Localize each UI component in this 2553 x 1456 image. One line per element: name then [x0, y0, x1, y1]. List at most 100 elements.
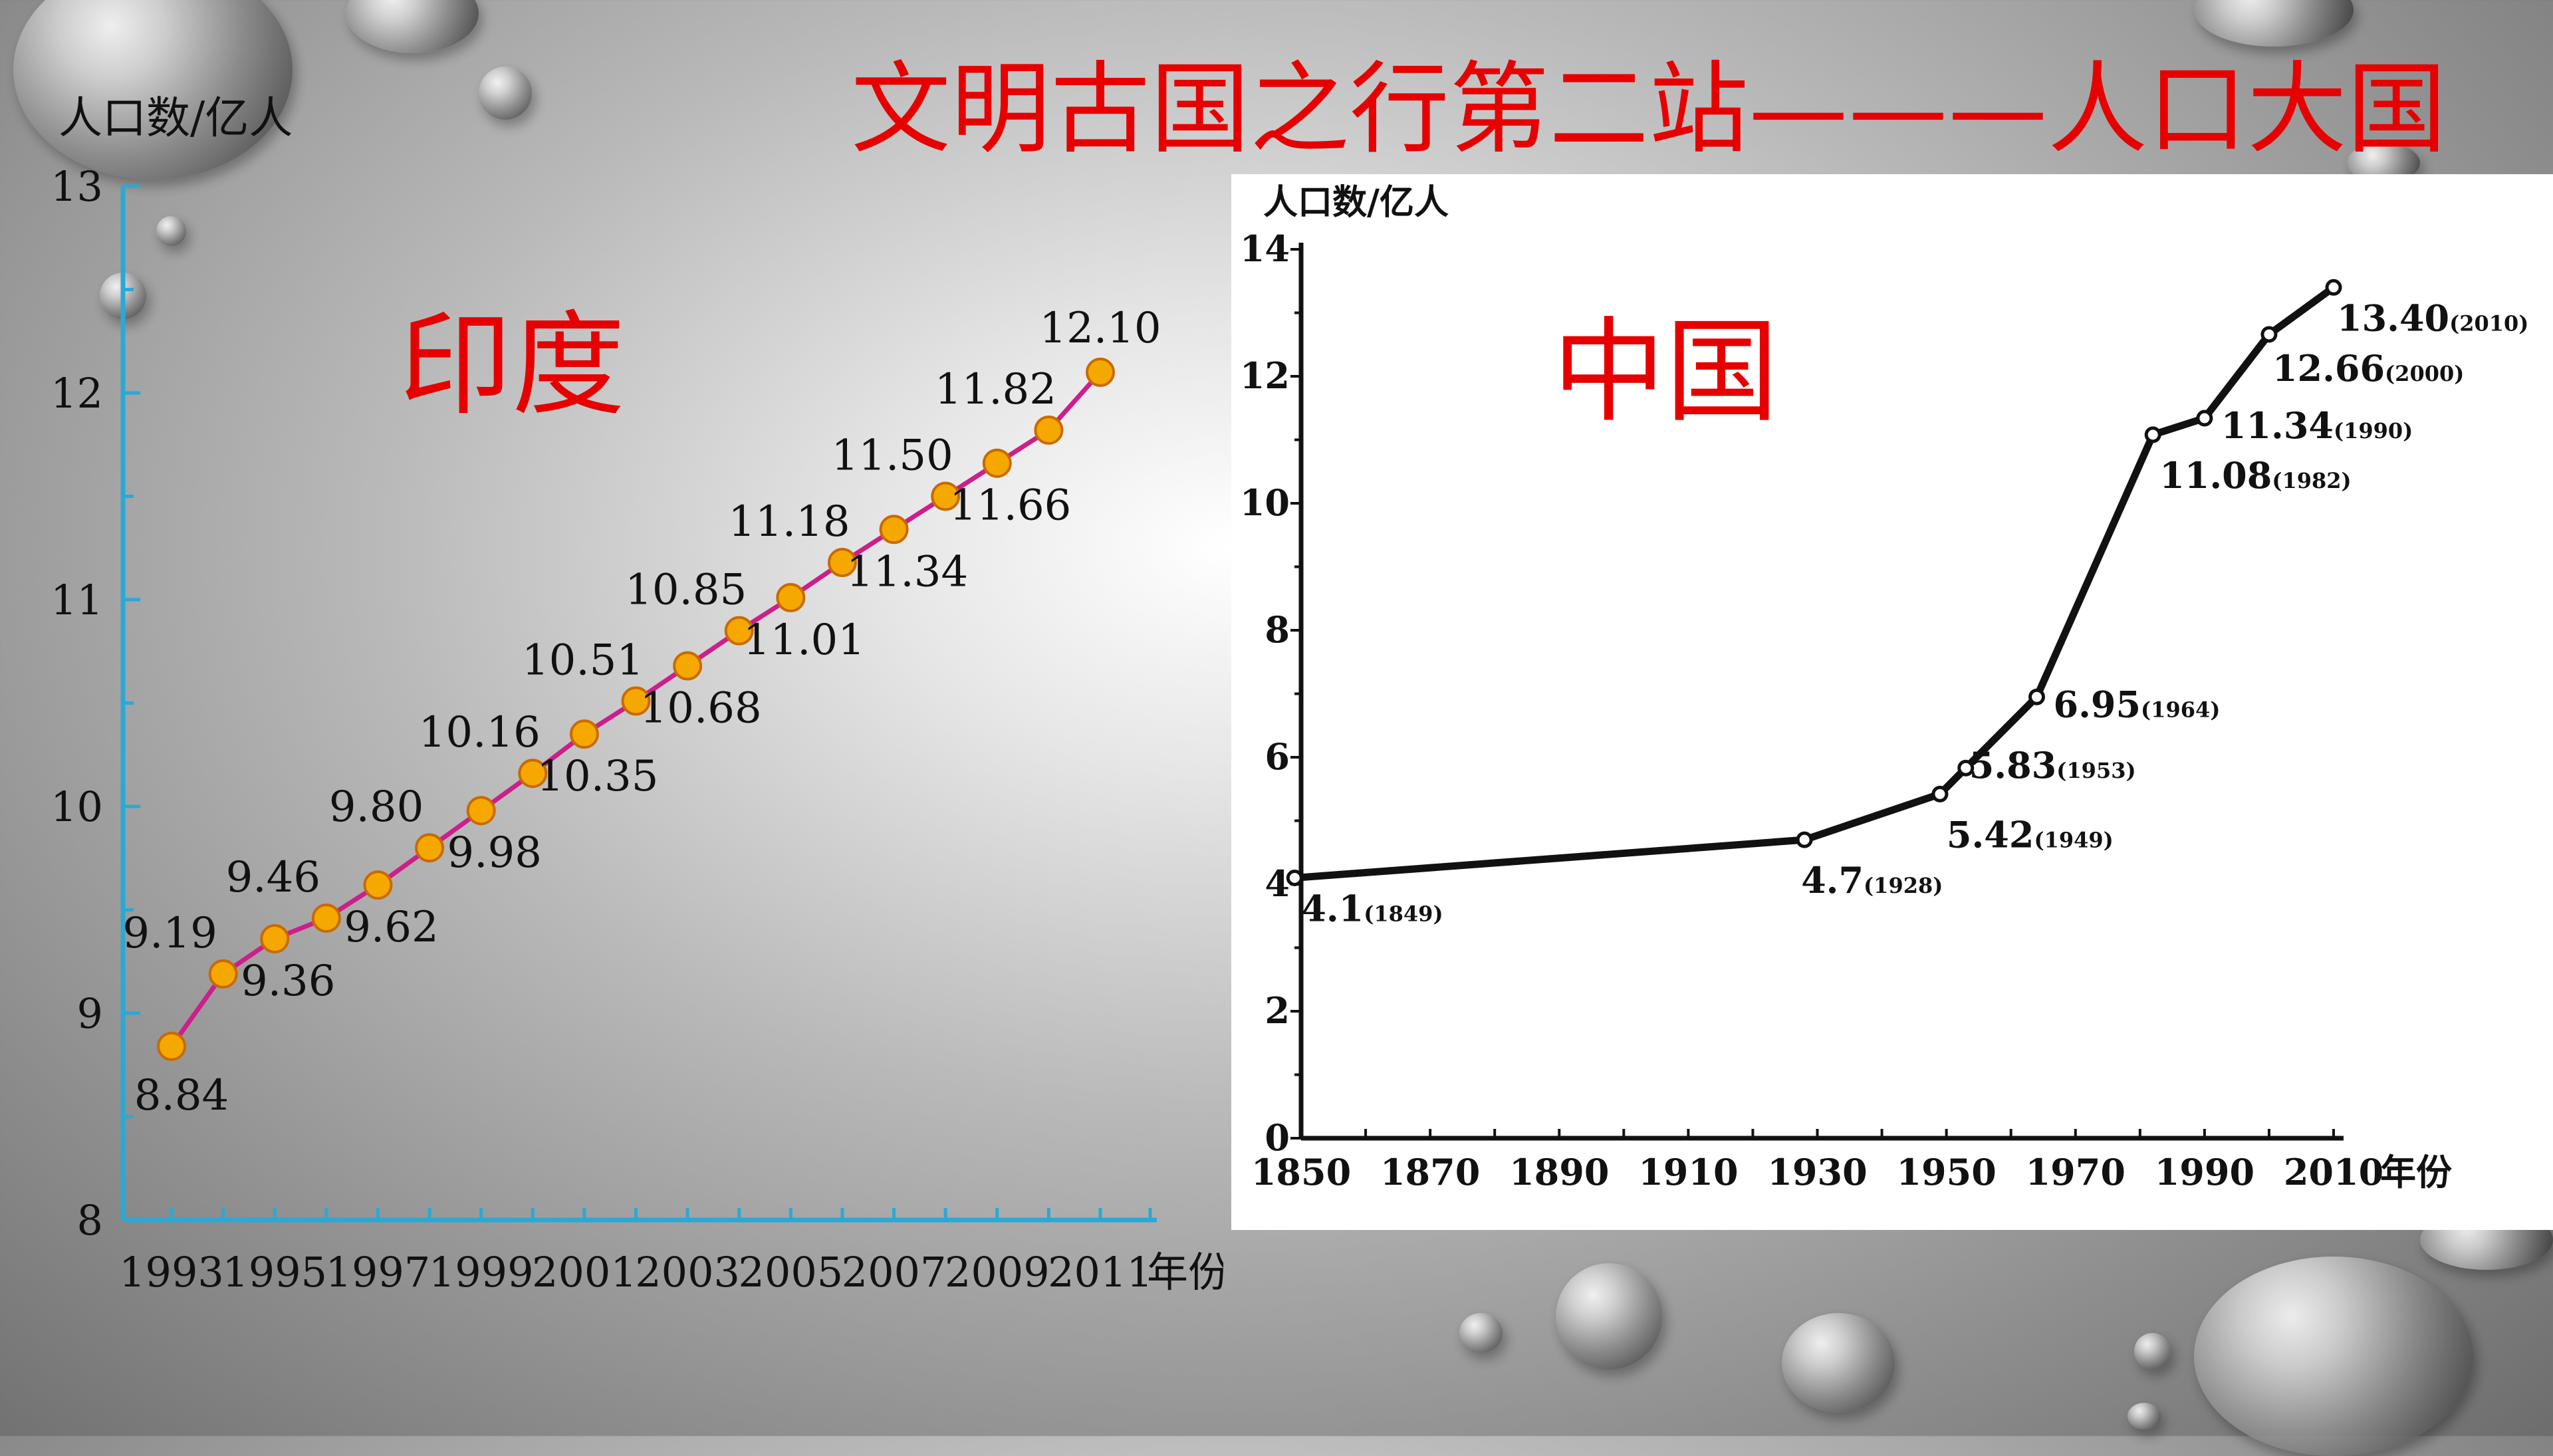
india-data-point [621, 686, 651, 716]
x-tick-label: 1890 [1509, 1151, 1609, 1193]
x-tick-label: 2010 [2284, 1151, 2383, 1193]
india-data-point [724, 616, 754, 646]
india-data-point [879, 515, 909, 545]
x-tick-label: 2001 [532, 1248, 637, 1296]
china-data-point [1931, 785, 1949, 802]
india-data-point [931, 481, 961, 511]
x-tick-label: 1850 [1251, 1151, 1351, 1193]
india-data-label: 10.51 [522, 636, 644, 685]
water-drop-decoration [2194, 0, 2354, 47]
china-chart-panel: 人口数/亿人 0 2 4 6 8 10 12 14 1850 1870 1890 1910 1930 195… [1231, 174, 2553, 1230]
china-data-label: 11.08(1982) [2159, 454, 2351, 497]
y-tick-label: 14 [1240, 227, 1290, 270]
y-tick-label: 0 [1265, 1116, 1290, 1159]
china-data-point [2196, 410, 2213, 427]
china-data-point [2144, 426, 2161, 443]
india-data-label: 9.62 [344, 903, 439, 952]
india-data-label: 10.35 [537, 752, 658, 801]
india-data-point [311, 903, 341, 933]
y-tick-label: 10 [1240, 481, 1290, 524]
y-axis-label: 人口数/亿人 [59, 92, 293, 144]
india-data-point [260, 924, 290, 954]
india-data-point [466, 796, 496, 826]
india-data-label: 11.50 [832, 431, 953, 481]
x-tick-label: 2007 [842, 1248, 947, 1296]
water-drop-decoration [1556, 1263, 1662, 1370]
y-tick-label: 12 [51, 369, 103, 418]
india-label: 印度 [399, 300, 626, 431]
india-data-label: 9.98 [447, 828, 542, 878]
china-data-label: 12.66(2000) [2272, 347, 2464, 390]
china-data-label: 5.83(1953) [1969, 744, 2136, 787]
water-drop-decoration [2128, 1403, 2161, 1429]
x-tick-label: 1990 [2155, 1151, 2254, 1193]
x-tick-label: 1999 [429, 1248, 534, 1296]
china-data-label: 11.34(1990) [2221, 404, 2413, 447]
y-tick-label: 10 [51, 783, 103, 831]
water-drop-decoration [479, 66, 532, 120]
india-data-label: 10.16 [419, 708, 541, 757]
x-tick-label: 1910 [1638, 1151, 1738, 1193]
x-tick-label: 1970 [2026, 1151, 2126, 1193]
x-tick-label: 2003 [635, 1248, 740, 1296]
x-tick-label: 1997 [326, 1248, 431, 1296]
slide-title: 文明古国之行第二站———人口大国 [851, 52, 2447, 168]
india-data-label: 9.80 [329, 783, 424, 832]
china-data-label: 6.95(1964) [2054, 683, 2221, 725]
y-tick-label: 11 [51, 576, 103, 624]
water-drop-decoration [2194, 1257, 2473, 1456]
india-data-point [415, 833, 445, 863]
x-tick-label: 1930 [1767, 1151, 1867, 1193]
y-tick-label: 8 [77, 1196, 103, 1245]
india-data-point [827, 548, 857, 578]
x-axis-label: 年份 [1147, 1248, 1223, 1296]
india-data-point [1034, 415, 1064, 445]
india-data-label: 9.36 [241, 957, 336, 1006]
india-data-point [157, 1031, 186, 1061]
water-drop-decoration [2134, 1333, 2171, 1370]
china-data-point [1796, 831, 1813, 848]
india-data-point [208, 959, 238, 989]
x-tick-label: 2011 [1048, 1248, 1153, 1296]
x-tick-label: 2005 [738, 1248, 843, 1296]
x-tick-label: 1950 [1896, 1151, 1996, 1193]
x-tick-label: 2009 [945, 1248, 1050, 1296]
india-data-label: 11.82 [935, 365, 1056, 414]
india-data-label: 11.01 [743, 616, 865, 665]
india-data-label: 8.84 [134, 1071, 229, 1120]
china-data-point [2028, 688, 2046, 705]
y-axis-label: 人口数/亿人 [1263, 182, 1449, 223]
china-population-line [1294, 284, 2336, 882]
india-data-label: 12.10 [1039, 304, 1161, 353]
x-tick-label: 1993 [119, 1248, 224, 1296]
india-data-point [776, 582, 806, 612]
india-data-label: 11.66 [949, 481, 1071, 531]
india-data-point [1086, 357, 1115, 387]
water-drop-decoration [1459, 1313, 1503, 1353]
india-data-point [673, 651, 703, 681]
india-data-label: 10.85 [625, 566, 747, 615]
india-population-chart: 人口数/亿人 8 9 10 11 12 13 199319951997199920012003… [51, 92, 1223, 1296]
y-tick-label: 6 [1265, 735, 1290, 778]
china-population-chart: 人口数/亿人 0 2 4 6 8 10 12 14 1850 1870 1890 1910 1930 195… [1240, 182, 2529, 1193]
x-tick-label: 1870 [1380, 1151, 1480, 1193]
water-drop-decoration [13, 0, 293, 180]
water-drop-decoration [1782, 1313, 1895, 1413]
india-data-label: 10.68 [640, 684, 762, 733]
y-tick-label: 2 [1265, 989, 1290, 1032]
china-label: 中国 [1552, 306, 1779, 438]
india-data-point [569, 719, 599, 749]
china-data-label: 4.1(1849) [1301, 887, 1443, 929]
china-data-point [1957, 759, 1975, 777]
water-drop-decoration [156, 216, 186, 246]
india-data-label: 9.19 [122, 909, 217, 958]
y-tick-label: 13 [51, 162, 103, 211]
india-data-point [982, 448, 1012, 478]
india-data-point [518, 759, 548, 789]
india-data-label: 9.46 [226, 853, 321, 902]
india-data-label: 11.34 [846, 547, 968, 596]
india-data-point [363, 870, 393, 900]
x-axis-label: 年份 [2380, 1151, 2452, 1193]
china-data-label: 13.40(2010) [2337, 297, 2528, 339]
